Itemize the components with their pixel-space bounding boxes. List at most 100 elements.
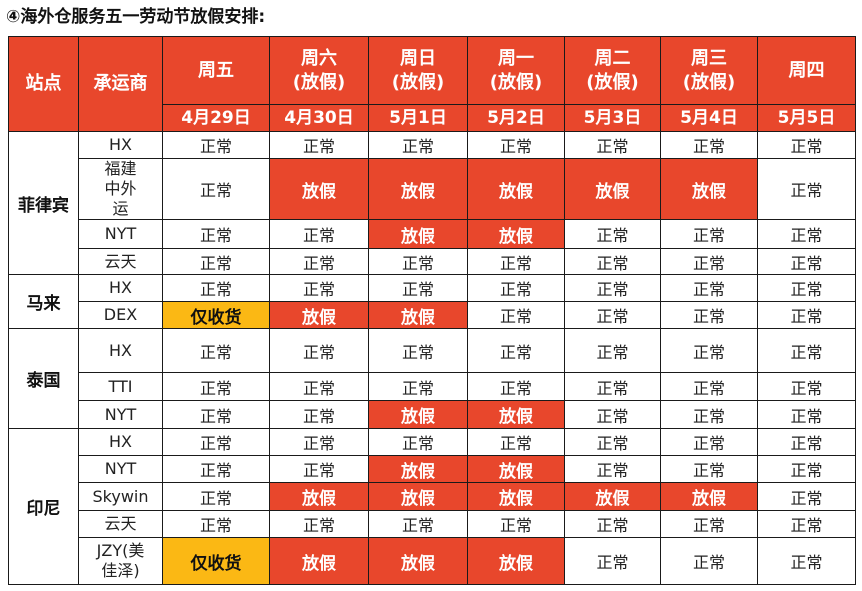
status-cell: 放假	[467, 455, 565, 483]
header-day-name: 周四	[788, 59, 825, 81]
header-date-6: 5月5日	[757, 104, 856, 132]
status-cell: 正常	[162, 455, 270, 483]
status-cell: 放假	[564, 482, 661, 511]
status-cell: 正常	[269, 248, 369, 275]
carrier-cell: Skywin	[78, 482, 163, 511]
status-cell: 正常	[269, 274, 369, 302]
status-cell: 正常	[564, 510, 661, 538]
status-cell: 正常	[564, 537, 661, 585]
status-cell: 正常	[162, 131, 270, 159]
carrier-name: HX	[109, 278, 132, 297]
header-day-note: (放假)	[292, 71, 346, 93]
status-cell: 正常	[660, 301, 758, 329]
carrier-cell: NYT	[78, 219, 163, 249]
status-cell: 正常	[660, 219, 758, 249]
status-cell: 正常	[660, 537, 758, 585]
status-cell: 正常	[757, 248, 856, 275]
header-date-1: 4月30日	[269, 104, 369, 132]
status-cell: 放假	[368, 537, 468, 585]
carrier-cell: DEX	[78, 301, 163, 329]
carrier-name: NYT	[104, 459, 137, 478]
status-cell: 正常	[757, 455, 856, 483]
header-day-note: (放假)	[682, 71, 736, 93]
status-cell: 放假	[368, 301, 468, 329]
carrier-cell: 福建中外运	[78, 158, 163, 220]
status-cell: 正常	[660, 328, 758, 373]
carrier-cell: HX	[78, 328, 163, 373]
status-cell: 正常	[757, 510, 856, 538]
status-cell: 正常	[564, 301, 661, 329]
header-row-dates: 4月29日 4月30日 5月1日 5月2日 5月3日 5月4日 5月5日	[9, 104, 856, 132]
header-day-name: 周日	[400, 47, 436, 69]
status-cell: 正常	[467, 248, 565, 275]
status-cell: 正常	[757, 131, 856, 159]
status-cell: 放假	[368, 219, 468, 249]
status-cell: 正常	[269, 455, 369, 483]
status-cell: 正常	[660, 248, 758, 275]
status-cell: 仅收货	[162, 537, 270, 585]
status-cell: 放假	[467, 158, 565, 220]
carrier-cell: 云天	[78, 248, 163, 275]
station-cell: 马来	[8, 274, 79, 329]
header-date-4: 5月3日	[564, 104, 661, 132]
status-cell: 正常	[564, 328, 661, 373]
table-row: DEX 仅收货 放假 放假 正常 正常 正常 正常	[9, 301, 856, 329]
status-cell: 正常	[564, 248, 661, 275]
header-day-name: 周五	[198, 59, 234, 81]
table-row: 云天 正常 正常 正常 正常 正常 正常 正常	[9, 248, 856, 275]
status-cell: 放假	[467, 482, 565, 511]
status-cell: 放假	[660, 482, 758, 511]
status-cell: 正常	[162, 482, 270, 511]
status-cell: 正常	[162, 372, 270, 401]
status-cell: 正常	[660, 274, 758, 302]
status-cell: 正常	[660, 131, 758, 159]
carrier-name: 云天	[104, 251, 137, 271]
status-cell: 放假	[467, 400, 565, 429]
status-cell: 正常	[269, 219, 369, 249]
table-row: JZY(美佳泽) 仅收货 放假 放假 放假 正常 正常 正常	[9, 537, 856, 585]
status-cell: 正常	[162, 328, 270, 373]
status-cell: 正常	[162, 400, 270, 429]
status-cell: 正常	[467, 301, 565, 329]
header-day-2: 周日 (放假)	[368, 36, 468, 105]
status-cell: 正常	[564, 400, 661, 429]
status-cell: 正常	[162, 219, 270, 249]
header-day-6: 周四	[757, 36, 856, 105]
status-cell: 正常	[757, 158, 856, 220]
header-day-0: 周五	[162, 36, 270, 105]
status-cell: 正常	[660, 372, 758, 401]
status-cell: 正常	[467, 131, 565, 159]
status-cell: 正常	[162, 158, 270, 220]
carrier-name: 福建中外运	[104, 159, 137, 219]
carrier-cell: HX	[78, 131, 163, 159]
carrier-name: Skywin	[92, 486, 149, 506]
schedule-body: 菲律宾 HX 正常 正常 正常 正常 正常 正常 正常 福建中外运 正常 放假 放假 放假 放假 放假 正常 NY…	[8, 131, 856, 585]
status-cell: 正常	[269, 328, 369, 373]
header-day-name: 周二	[594, 47, 631, 69]
carrier-name: TTI	[108, 376, 133, 396]
carrier-cell: NYT	[78, 455, 163, 483]
carrier-cell: JZY(美佳泽)	[78, 537, 163, 585]
status-cell: 正常	[368, 248, 468, 275]
status-cell: 仅收货	[162, 301, 270, 329]
status-cell: 放假	[368, 400, 468, 429]
status-cell: 正常	[757, 482, 856, 511]
status-cell: 正常	[269, 510, 369, 538]
status-cell: 正常	[467, 372, 565, 401]
status-cell: 正常	[660, 510, 758, 538]
status-cell: 放假	[368, 482, 468, 511]
carrier-name: NYT	[104, 404, 137, 424]
status-cell: 放假	[368, 158, 468, 220]
carrier-name: HX	[109, 340, 132, 360]
status-cell: 正常	[162, 248, 270, 275]
status-cell: 放假	[269, 482, 369, 511]
station-cell: 菲律宾	[8, 131, 79, 275]
table-row: 印尼 HX 正常 正常 正常 正常 正常 正常 正常	[8, 428, 856, 585]
status-cell: 正常	[269, 131, 369, 159]
status-cell: 放假	[467, 219, 565, 249]
status-cell: 正常	[269, 428, 369, 456]
header-date-2: 5月1日	[368, 104, 468, 132]
status-cell: 正常	[564, 219, 661, 249]
status-cell: 正常	[368, 510, 468, 538]
header-day-name: 周六	[301, 47, 337, 69]
